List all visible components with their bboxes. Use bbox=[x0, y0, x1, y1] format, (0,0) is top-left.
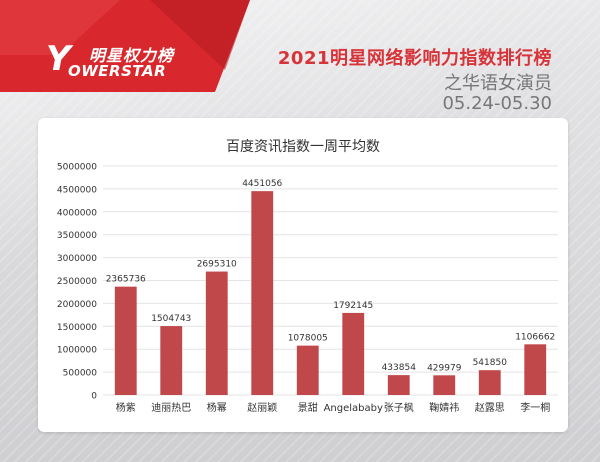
date-range: 05.24-05.30 bbox=[442, 93, 552, 114]
logo-letter: Y bbox=[46, 39, 71, 79]
chart-card: 百度资讯指数一周平均数 0 500000 1000000 1500000 2000000… bbox=[38, 118, 568, 432]
bar bbox=[114, 286, 137, 395]
data-label: 4451056 bbox=[242, 179, 282, 189]
x-tick-label: 杨幂 bbox=[207, 401, 227, 414]
bar bbox=[433, 375, 456, 395]
bar bbox=[296, 345, 319, 395]
bar bbox=[160, 326, 183, 395]
y-tick-label: 2500000 bbox=[57, 277, 97, 287]
data-label: 2365736 bbox=[106, 275, 146, 285]
y-tick-label: 3000000 bbox=[57, 254, 97, 264]
y-tick-label: 1500000 bbox=[57, 323, 97, 333]
bar bbox=[387, 375, 410, 395]
bar bbox=[342, 312, 365, 395]
y-tick-label: 5000000 bbox=[57, 163, 97, 173]
data-label: 1504743 bbox=[151, 314, 191, 324]
data-label: 1792145 bbox=[333, 301, 373, 311]
data-label: 1078005 bbox=[288, 334, 328, 344]
bar bbox=[478, 370, 501, 395]
x-tick-label: 张子枫 bbox=[384, 401, 414, 414]
logo-english: OWERSTAR bbox=[68, 62, 167, 80]
logo-chinese: 明星权力榜 bbox=[89, 46, 175, 65]
y-tick-label: 1000000 bbox=[57, 346, 97, 356]
data-label: 433854 bbox=[382, 363, 417, 373]
y-tick-label: 0 bbox=[91, 392, 97, 402]
y-tick-label: 500000 bbox=[63, 369, 98, 379]
y-tick-label: 3500000 bbox=[57, 231, 97, 241]
bar bbox=[524, 344, 547, 395]
data-label: 429979 bbox=[427, 363, 462, 373]
x-tick-label: 景甜 bbox=[298, 401, 318, 414]
x-tick-label: 赵丽颖 bbox=[247, 401, 277, 414]
data-label: 541850 bbox=[473, 358, 508, 368]
x-tick-label: 鞠婧祎 bbox=[429, 401, 459, 414]
y-tick-label: 4000000 bbox=[57, 208, 97, 218]
data-label: 1106662 bbox=[515, 332, 555, 342]
y-tick-label: 4500000 bbox=[57, 185, 97, 195]
page-title: 2021明星网络影响力指数排行榜 bbox=[277, 48, 552, 69]
bar bbox=[205, 271, 228, 395]
x-tick-label: Angelababy bbox=[324, 403, 383, 414]
x-tick-label: 赵露思 bbox=[475, 401, 505, 414]
chart-title: 百度资讯指数一周平均数 bbox=[226, 139, 380, 155]
data-label: 2695310 bbox=[197, 260, 237, 270]
bar-chart: 百度资讯指数一周平均数 0 500000 1000000 1500000 2000000… bbox=[57, 139, 558, 414]
y-tick-label: 2000000 bbox=[57, 300, 97, 310]
x-tick-label: 迪丽热巴 bbox=[151, 401, 191, 414]
page-subtitle: 之华语女演员 bbox=[444, 73, 552, 94]
brand-banner bbox=[0, 0, 250, 92]
x-tick-label: 杨紫 bbox=[116, 401, 136, 414]
x-tick-label: 李一桐 bbox=[520, 401, 550, 414]
bar bbox=[251, 191, 274, 395]
